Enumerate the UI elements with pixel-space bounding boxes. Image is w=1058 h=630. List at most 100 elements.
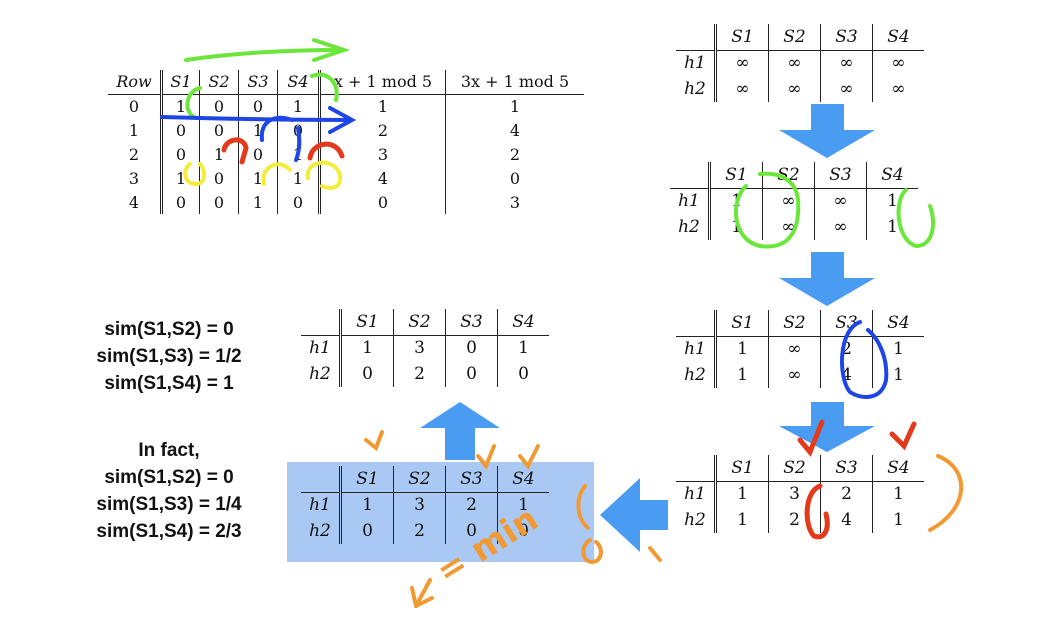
signature-table-row0: S1 S2 S3 S4 h1 1 ∞ ∞ 1 h2 1 ∞ ∞ 1 bbox=[670, 162, 918, 240]
signature-cell: 1 bbox=[872, 336, 924, 362]
cell: 0 bbox=[160, 190, 200, 214]
header-s4: S4 bbox=[277, 70, 320, 94]
cell: 1 bbox=[160, 94, 200, 118]
signature-cell: 4 bbox=[820, 507, 873, 533]
signature-cell: ∞ bbox=[768, 362, 821, 388]
cell: 4 bbox=[318, 166, 446, 190]
signature-cell: 1 bbox=[872, 362, 924, 388]
left-arrow-icon bbox=[600, 478, 668, 552]
signature-cell: 1 bbox=[866, 214, 918, 240]
cell: 1 bbox=[277, 142, 320, 166]
cell: 1 bbox=[277, 166, 320, 190]
cell: 4 bbox=[445, 118, 584, 142]
estimated-similarity: sim(S1,S2) = 0 sim(S1,S3) = 1/2 sim(S1,S… bbox=[64, 316, 274, 397]
cell: 1 bbox=[318, 94, 446, 118]
cell: 1 bbox=[445, 94, 584, 118]
signature-table-row2: S1 S2 S3 S4 h1 1 3 2 1 h2 1 2 4 1 bbox=[676, 455, 924, 533]
estimated-sim-line: sim(S1,S3) = 1/2 bbox=[96, 346, 242, 367]
cell: 3 bbox=[445, 190, 584, 214]
actual-sim-line: sim(S1,S2) = 0 bbox=[104, 467, 234, 488]
signature-cell: ∞ bbox=[768, 50, 821, 76]
cell: 1 bbox=[199, 142, 239, 166]
column-header: S3 bbox=[820, 310, 873, 336]
cell: 0 bbox=[199, 118, 239, 142]
row-index: 4 bbox=[128, 192, 140, 212]
actual-similarity: In fact, sim(S1,S2) = 0 sim(S1,S3) = 1/4… bbox=[64, 437, 274, 545]
signature-cell: ∞ bbox=[820, 76, 873, 102]
row-label: h1 bbox=[684, 53, 706, 74]
signature-cell: 0 bbox=[445, 518, 498, 544]
signature-cell: ∞ bbox=[762, 214, 815, 240]
column-header: S1 bbox=[339, 466, 394, 492]
signature-cell: 3 bbox=[393, 335, 446, 361]
cell: 1 bbox=[238, 190, 278, 214]
signature-table: S1 S2 S3 S4 h1 1 3 0 1 h2 0 2 0 0 bbox=[301, 309, 549, 387]
column-header: S2 bbox=[768, 24, 821, 50]
column-header: S3 bbox=[820, 24, 873, 50]
signature-cell: 2 bbox=[445, 492, 498, 518]
signature-cell: 1 bbox=[872, 481, 924, 507]
column-header: S2 bbox=[762, 162, 815, 188]
signature-cell: 1 bbox=[339, 492, 394, 518]
actual-sim-line: sim(S1,S4) = 2/3 bbox=[96, 521, 242, 542]
column-header: S4 bbox=[872, 310, 924, 336]
signature-cell: 1 bbox=[714, 507, 769, 533]
corner-cell bbox=[676, 310, 716, 336]
cell: 0 bbox=[277, 190, 320, 214]
cell: 1 bbox=[238, 166, 278, 190]
signature-cell: 4 bbox=[820, 362, 873, 388]
signature-cell: ∞ bbox=[714, 50, 769, 76]
signature-cell: 0 bbox=[445, 361, 498, 387]
signature-cell: 2 bbox=[768, 507, 821, 533]
signature-cell: ∞ bbox=[872, 76, 924, 102]
column-header: S4 bbox=[866, 162, 918, 188]
corner-cell bbox=[676, 455, 716, 481]
signature-cell: ∞ bbox=[814, 188, 867, 214]
row-label: h1 bbox=[684, 484, 706, 505]
column-header: S1 bbox=[714, 455, 769, 481]
signature-cell: 0 bbox=[497, 518, 549, 544]
down-arrow-icon bbox=[779, 402, 875, 452]
column-header: S1 bbox=[714, 310, 769, 336]
cell: 3 bbox=[318, 142, 446, 166]
header-s1: S1 bbox=[160, 70, 200, 94]
corner-cell bbox=[301, 309, 341, 335]
signature-cell: 0 bbox=[497, 361, 549, 387]
row-label: h1 bbox=[309, 495, 331, 516]
signature-table-initial: S1 S2 S3 S4 h1 ∞ ∞ ∞ ∞ h2 ∞ ∞ ∞ ∞ bbox=[676, 24, 924, 102]
signature-cell: 0 bbox=[339, 361, 394, 387]
signature-cell: 1 bbox=[714, 362, 769, 388]
column-header: S3 bbox=[445, 466, 498, 492]
actual-heading: In fact, bbox=[138, 440, 200, 461]
signature-cell: ∞ bbox=[820, 50, 873, 76]
signature-cell: ∞ bbox=[762, 188, 815, 214]
column-header: S4 bbox=[497, 466, 549, 492]
cell: 0 bbox=[199, 94, 239, 118]
signature-table-final: S1 S2 S3 S4 h1 1 3 0 1 h2 0 2 0 0 bbox=[301, 309, 549, 387]
header-row: Row bbox=[116, 72, 152, 92]
signature-cell: 3 bbox=[768, 481, 821, 507]
row-index: 2 bbox=[128, 144, 140, 164]
row-index: 0 bbox=[128, 96, 140, 116]
column-header: S2 bbox=[768, 310, 821, 336]
input-matrix-table: Row S1 S2 S3 S4 x + 1 mod 5 3x + 1 mod 5… bbox=[108, 70, 584, 214]
estimated-sim-line: sim(S1,S2) = 0 bbox=[104, 319, 234, 340]
estimated-sim-line: sim(S1,S4) = 1 bbox=[104, 373, 234, 394]
column-header: S3 bbox=[445, 309, 498, 335]
signature-cell: ∞ bbox=[714, 76, 769, 102]
signature-table: S1 S2 S3 S4 h1 1 ∞ ∞ 1 h2 1 ∞ ∞ 1 bbox=[670, 162, 918, 240]
cell: 2 bbox=[445, 142, 584, 166]
signature-cell: 2 bbox=[820, 481, 873, 507]
cell: 0 bbox=[199, 166, 239, 190]
row-label: h2 bbox=[684, 79, 706, 99]
column-header: S1 bbox=[714, 24, 769, 50]
column-header: S2 bbox=[393, 466, 446, 492]
cell: 0 bbox=[199, 190, 239, 214]
cell: 1 bbox=[277, 94, 320, 118]
row-label: h2 bbox=[309, 364, 331, 384]
signature-cell: ∞ bbox=[768, 76, 821, 102]
signature-cell: 3 bbox=[393, 492, 446, 518]
up-arrow-icon bbox=[420, 402, 500, 460]
signature-table: S1 S2 S3 S4 h1 1 3 2 1 h2 1 2 4 1 bbox=[676, 455, 924, 533]
cell: 0 bbox=[445, 166, 584, 190]
